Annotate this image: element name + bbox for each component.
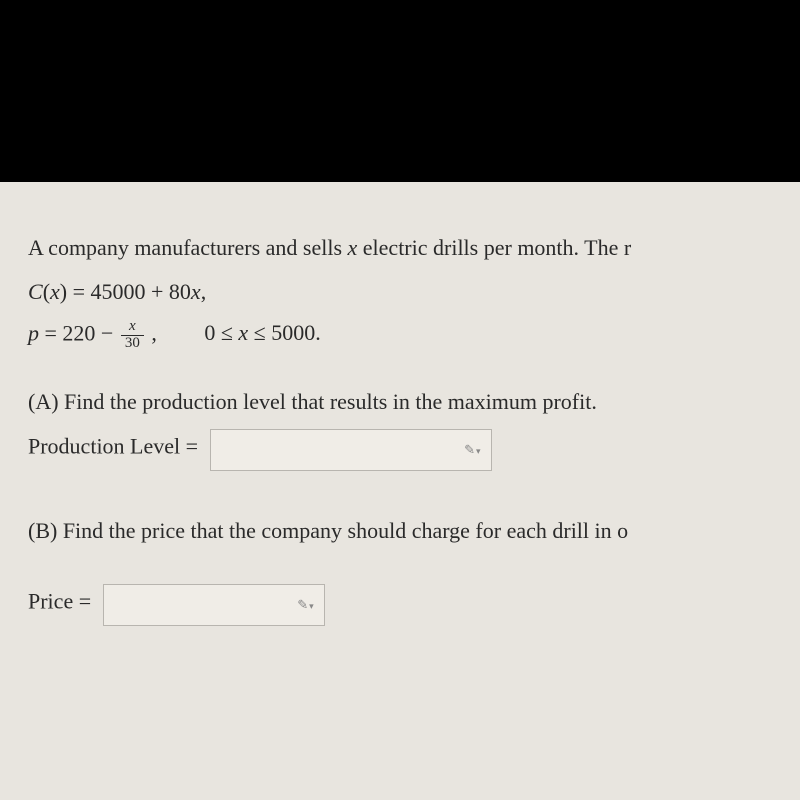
problem-content: A company manufacturers and sells x elec… (0, 182, 800, 800)
part-a-text: (A) Find the production level that resul… (28, 384, 800, 419)
production-level-label: Production Level = (28, 434, 204, 459)
cost-close: ) = 45000 + 80 (60, 279, 191, 304)
frac-numerator: x (121, 319, 144, 336)
cost-comma: , (201, 279, 207, 304)
domain-text: 0 ≤ x ≤ 5000. (204, 320, 320, 345)
part-b-text: (B) Find the price that the company shou… (28, 513, 800, 548)
intro-variable: x (348, 235, 358, 260)
intro-prefix: A company manufacturers and sells (28, 235, 348, 260)
frac-denominator: 30 (121, 336, 144, 352)
cost-equation: C(x) = 45000 + 80x, (28, 279, 800, 305)
p-eq: = 220 − (39, 320, 119, 345)
production-level-input[interactable]: ✎▾ (210, 429, 492, 471)
pencil-icon: ✎▾ (464, 442, 480, 458)
p-comma: , (146, 320, 157, 345)
black-bar-top (0, 0, 800, 182)
cost-paren: ( (43, 279, 50, 304)
intro-text: A company manufacturers and sells x elec… (28, 230, 800, 265)
cost-c: C (28, 279, 43, 304)
price-row: Price = ✎▾ (28, 584, 800, 626)
intro-suffix: electric drills per month. The r (357, 235, 631, 260)
price-label: Price = (28, 589, 97, 614)
cost-x: x (50, 279, 60, 304)
pencil-icon: ✎▾ (297, 597, 313, 613)
cost-x2: x (191, 279, 201, 304)
p-var: p (28, 320, 39, 345)
fraction: x30 (121, 319, 144, 352)
production-level-row: Production Level = ✎▾ (28, 429, 800, 471)
price-input[interactable]: ✎▾ (103, 584, 325, 626)
price-equation: p = 220 − x30 , 0 ≤ x ≤ 5000. (28, 319, 800, 352)
